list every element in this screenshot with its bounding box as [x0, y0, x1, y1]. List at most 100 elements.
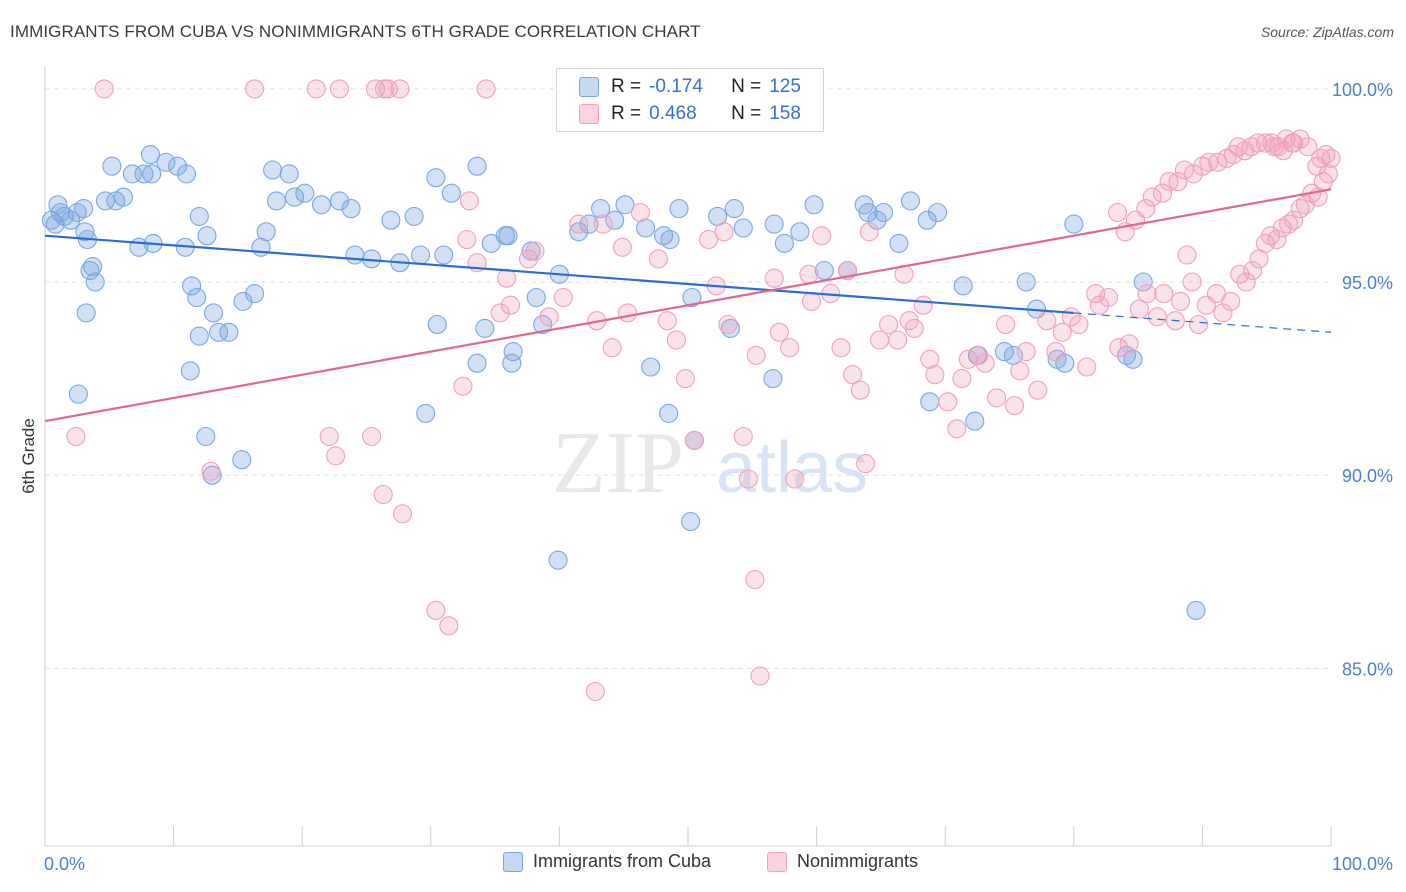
nonimmigrant-point — [1177, 245, 1197, 265]
nonimmigrant-point — [1290, 199, 1310, 219]
nonimmigrant-point — [738, 469, 758, 489]
nonimmigrant-point — [245, 79, 265, 99]
nonimmigrant-point — [618, 303, 638, 323]
cuba-point — [641, 357, 661, 377]
cuba-point — [467, 353, 487, 373]
cuba-point — [867, 210, 887, 230]
cuba-point — [209, 322, 229, 342]
legend-n-label: N = — [731, 76, 762, 97]
cuba-point — [266, 191, 287, 211]
cuba-point — [591, 199, 611, 219]
nonimmigrant-point — [553, 287, 573, 308]
cuba-point — [953, 276, 973, 296]
legend-n-value: 125 — [769, 76, 801, 97]
nonimmigrant-point — [947, 419, 967, 439]
legend-r-label: R = — [611, 103, 642, 124]
cuba-point — [410, 245, 431, 265]
nonimmigrant-point — [675, 369, 695, 389]
nonimmigrant-point — [539, 307, 559, 327]
cuba-point — [113, 187, 133, 207]
legend-r-value: -0.174 — [649, 76, 703, 97]
nonimmigrant-point — [1318, 164, 1338, 184]
nonimmigrant-point — [373, 484, 393, 505]
cuba-point — [569, 222, 589, 242]
cuba-point — [790, 222, 810, 242]
bottom-legend-nonimmigrants: Nonimmigrants — [767, 851, 918, 872]
legend-row-nonimmigrants: R = 0.468 N = 158 — [557, 101, 801, 127]
nonimmigrant-point — [1279, 214, 1299, 234]
nonimmigrant-point — [666, 330, 686, 350]
nonimmigrant-point — [426, 600, 446, 620]
cuba-point — [75, 222, 95, 242]
nonimmigrant-point — [1129, 299, 1149, 319]
nonimmigrant-point — [1136, 199, 1156, 219]
bottom-legend-label-cuba: Immigrants from Cuba — [533, 851, 712, 871]
legend-box: R = -0.174 N = 125 R = 0.468 N = 158 — [556, 68, 824, 132]
cuba-point — [68, 384, 88, 404]
nonimmigrant-point — [1046, 342, 1066, 362]
legend-n-value: 158 — [769, 103, 801, 124]
cuba-point — [660, 229, 680, 250]
cuba-point — [279, 164, 299, 184]
cuba-point — [764, 214, 784, 234]
nonimmigrant-point — [996, 314, 1016, 335]
cuba-point — [920, 392, 940, 412]
cuba-point — [311, 195, 332, 215]
cuba-point — [189, 326, 209, 346]
nonimmigrant-point — [850, 380, 870, 400]
cuba-point — [134, 164, 154, 184]
nonimmigrant-point — [1230, 264, 1250, 284]
cuba-point — [83, 257, 103, 277]
x-tick-label-min: 0.0% — [44, 854, 85, 874]
bottom-legend-swatch-cuba — [503, 851, 523, 872]
cuba-point — [804, 195, 824, 215]
cuba-trend-line-extension — [1073, 312, 1332, 333]
nonimmigrant-point — [1037, 311, 1057, 331]
y-tick-label: 95.0% — [1342, 273, 1393, 293]
nonimmigrant-point — [1221, 291, 1241, 311]
cuba-point — [404, 206, 424, 226]
cuba-point — [774, 233, 794, 253]
nonimmigrant-point — [799, 264, 819, 284]
nonimmigrant-point — [459, 191, 479, 211]
nonimmigrant-point — [497, 268, 517, 288]
nonimmigrant-point — [870, 330, 890, 350]
nonimmigrant-point — [1010, 361, 1030, 381]
nonimmigrant-point — [684, 430, 704, 450]
nonimmigrant-point — [913, 295, 933, 315]
cuba-point — [475, 318, 495, 338]
legend-r-label: R = — [611, 76, 642, 97]
nonimmigrant-point — [593, 214, 613, 234]
nonimmigrant-point — [1311, 148, 1331, 168]
nonimmigrant-point — [657, 311, 677, 331]
cuba-point — [733, 218, 753, 238]
nonimmigrant-point — [1298, 137, 1318, 157]
cuba-point — [682, 287, 702, 308]
cuba-point — [95, 191, 115, 211]
cuba-point — [232, 450, 252, 470]
cuba-point — [763, 369, 783, 389]
nonimmigrant-point — [1152, 183, 1173, 203]
nonimmigrant-point — [764, 268, 784, 288]
nonimmigrant-point — [1264, 137, 1284, 157]
cuba-point — [76, 303, 96, 323]
cuba-point — [533, 314, 553, 335]
cuba-point — [441, 183, 461, 203]
nonimmigrant-point — [1236, 272, 1256, 292]
nonimmigrant-point — [457, 229, 477, 250]
nonimmigrant-point — [1284, 210, 1304, 230]
nonimmigrant-point — [439, 616, 459, 636]
cuba-point — [548, 550, 568, 570]
cuba-trend-line — [44, 234, 1074, 315]
cuba-point — [927, 202, 948, 223]
x-tick-label-max: 100.0% — [1332, 854, 1393, 874]
nonimmigrant-point — [888, 330, 908, 350]
cuba-point — [50, 202, 70, 223]
legend-row-cuba: R = -0.174 N = 125 — [557, 74, 801, 100]
nonimmigrant-point — [859, 222, 879, 242]
y-tick-label: 85.0% — [1342, 659, 1393, 679]
nonimmigrant-point — [476, 79, 496, 99]
cuba-point — [203, 303, 224, 323]
nonimmigrant-point — [390, 79, 410, 99]
nonimmigrant-point — [500, 295, 521, 315]
